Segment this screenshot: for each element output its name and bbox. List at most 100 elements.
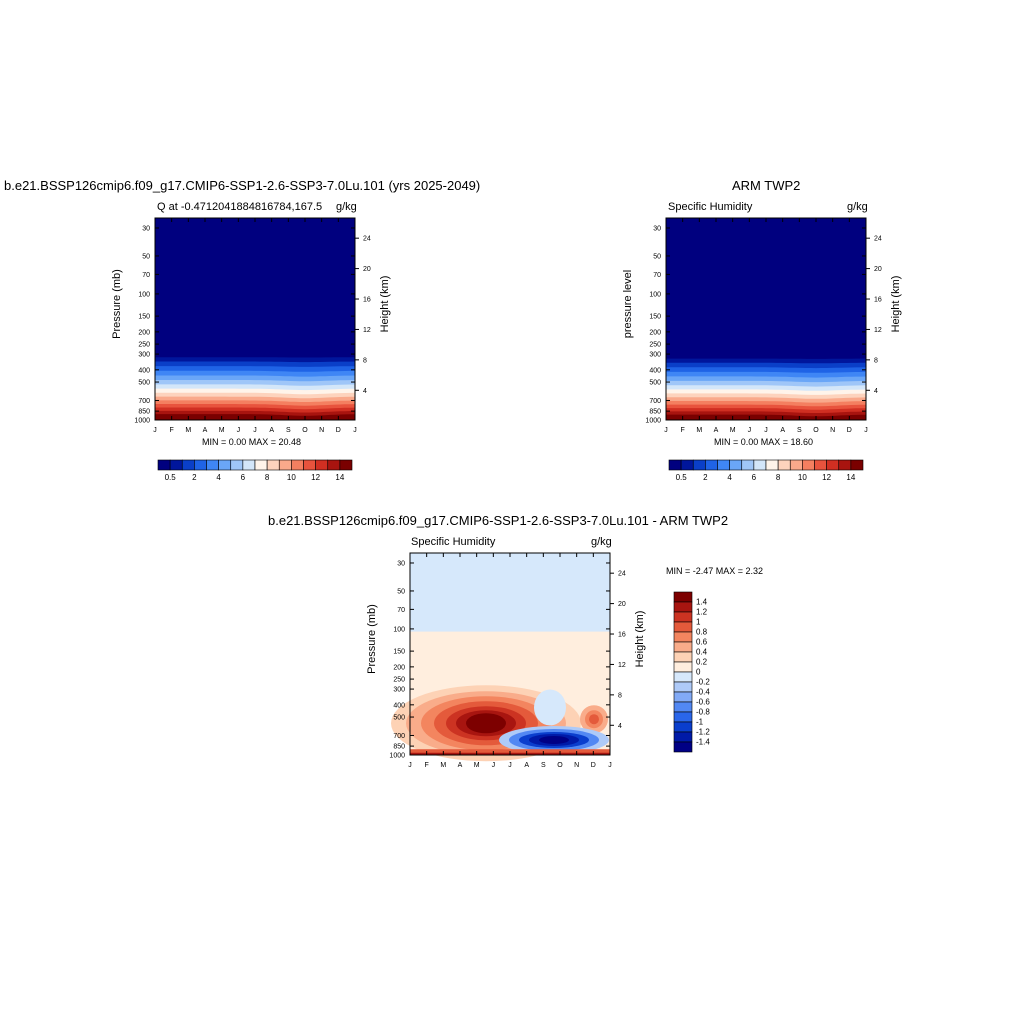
colorbar-swatch: [692, 459, 706, 471]
colorbar-tick-label: 1: [696, 618, 701, 627]
colorbar-tick-label: -0.8: [696, 708, 710, 717]
y2-tick-label: 24: [874, 236, 882, 243]
y-tick-label: 200: [649, 329, 661, 336]
x-tick-label: F: [425, 762, 429, 769]
colorbar-swatch: [717, 459, 730, 471]
y-tick-label: 30: [397, 560, 405, 567]
y2-tick-label: 24: [618, 571, 626, 578]
y-tick-label: 70: [653, 272, 661, 279]
x-tick-label: A: [203, 427, 208, 434]
y-tick-label: 150: [393, 649, 405, 656]
x-tick-label: F: [170, 427, 174, 434]
colorbar-tick-label: -0.4: [696, 688, 710, 697]
x-tick-label: M: [440, 762, 446, 769]
x-tick-label: M: [185, 427, 191, 434]
colorbar-swatch: [765, 459, 779, 471]
y-tick-label: 150: [138, 314, 150, 321]
y2-tick-label: 8: [874, 357, 878, 364]
y2-axis-title: Height (km): [379, 276, 391, 333]
colorbar-tick-label: 2: [703, 473, 708, 482]
colorbar-swatch: [673, 701, 693, 713]
colorbar-swatch: [254, 459, 268, 471]
colorbar-swatch: [157, 459, 171, 471]
y-tick-label: 250: [138, 342, 150, 349]
panel1-minmax: MIN = 0.00 MAX = 20.48: [202, 437, 302, 447]
y2-tick-label: 20: [363, 266, 371, 273]
y2-tick-label: 12: [874, 327, 882, 334]
x-tick-label: N: [319, 427, 324, 434]
x-tick-label: F: [681, 427, 685, 434]
y2-tick-label: 4: [874, 388, 878, 395]
y-tick-label: 700: [138, 398, 150, 405]
y-tick-label: 50: [397, 588, 405, 595]
colorbar-swatch: [673, 681, 693, 693]
y-tick-label: 1000: [134, 418, 150, 425]
x-tick-label: A: [269, 427, 274, 434]
colorbar-swatch: [315, 459, 329, 471]
colorbar-swatch: [242, 459, 256, 471]
y-tick-label: 850: [393, 744, 405, 751]
panel2-units-label: g/kg: [847, 201, 868, 213]
panel2-plot: 30 50 70 100 150 200 250 300 400 500 700 850 1000 24 2…: [622, 217, 902, 434]
panel2-title: ARM TWP2: [732, 178, 801, 193]
colorbar-swatch: [169, 459, 183, 471]
panel1-plot: 30 50 70 100 150 200 250 300 400 500 700 850 1000 24 2…: [111, 217, 391, 434]
y-axis-title: Pressure (mb): [111, 269, 123, 339]
colorbar-swatch: [826, 459, 840, 471]
y-tick-label: 50: [142, 253, 150, 260]
x-tick-label: M: [730, 427, 736, 434]
colorbar-swatch: [753, 459, 767, 471]
colorbar-tick-label: 0.5: [165, 473, 177, 482]
colorbar-swatch: [814, 459, 827, 471]
colorbar-tick-label: -1.4: [696, 738, 710, 747]
y-tick-label: 1000: [645, 418, 661, 425]
y-tick-label: 700: [393, 733, 405, 740]
colorbar-swatch: [291, 459, 304, 471]
y2-tick-label: 20: [874, 266, 882, 273]
x-tick-label: J: [664, 427, 668, 434]
y-tick-label: 70: [397, 607, 405, 614]
colorbar-swatch: [303, 459, 316, 471]
x-tick-label: D: [336, 427, 341, 434]
colorbar-swatch: [673, 611, 693, 623]
colorbar-swatch: [218, 459, 232, 471]
panel3-title: b.e21.BSSP126cmip6.f09_g17.CMIP6-SSP1-2.…: [268, 513, 729, 528]
y2-tick-label: 12: [363, 327, 371, 334]
y2-tick-label: 12: [618, 662, 626, 669]
colorbar-swatch: [673, 641, 693, 653]
x-tick-label: S: [286, 427, 291, 434]
x-tick-label: J: [864, 427, 868, 434]
colorbar-tick-label: 14: [846, 473, 855, 482]
y-tick-label: 850: [649, 409, 661, 416]
humidity-field: [155, 218, 355, 420]
x-tick-label: O: [557, 762, 563, 769]
x-tick-label: J: [408, 762, 412, 769]
y-tick-label: 300: [138, 352, 150, 359]
y-tick-label: 30: [142, 225, 150, 232]
colorbar-swatch: [181, 459, 195, 471]
colorbar-tick-label: 10: [798, 473, 807, 482]
y-tick-label: 400: [138, 367, 150, 374]
colorbar-swatch: [230, 459, 244, 471]
colorbar-tick-label: 4: [216, 473, 221, 482]
y2-tick-label: 16: [874, 297, 882, 304]
colorbar-swatch: [673, 621, 693, 633]
y-tick-label: 400: [393, 702, 405, 709]
y-tick-label: 150: [649, 314, 661, 321]
colorbar-swatch: [278, 459, 292, 471]
panel2-variable-label: Specific Humidity: [668, 201, 753, 213]
x-tick-label: M: [696, 427, 702, 434]
y2-tick-label: 4: [618, 723, 622, 730]
x-tick-label: O: [302, 427, 308, 434]
colorbar-tick-label: 12: [822, 473, 831, 482]
panel3-variable-label: Specific Humidity: [411, 536, 496, 548]
y-tick-label: 700: [649, 398, 661, 405]
colorbar-swatch: [194, 459, 207, 471]
y-tick-label: 70: [142, 272, 150, 279]
colorbar-swatch: [673, 741, 693, 753]
colorbar-tick-label: 0.8: [696, 628, 708, 637]
x-tick-label: D: [847, 427, 852, 434]
y2-tick-label: 20: [618, 601, 626, 608]
y2-axis-title: Height (km): [890, 276, 902, 333]
x-tick-label: N: [574, 762, 579, 769]
